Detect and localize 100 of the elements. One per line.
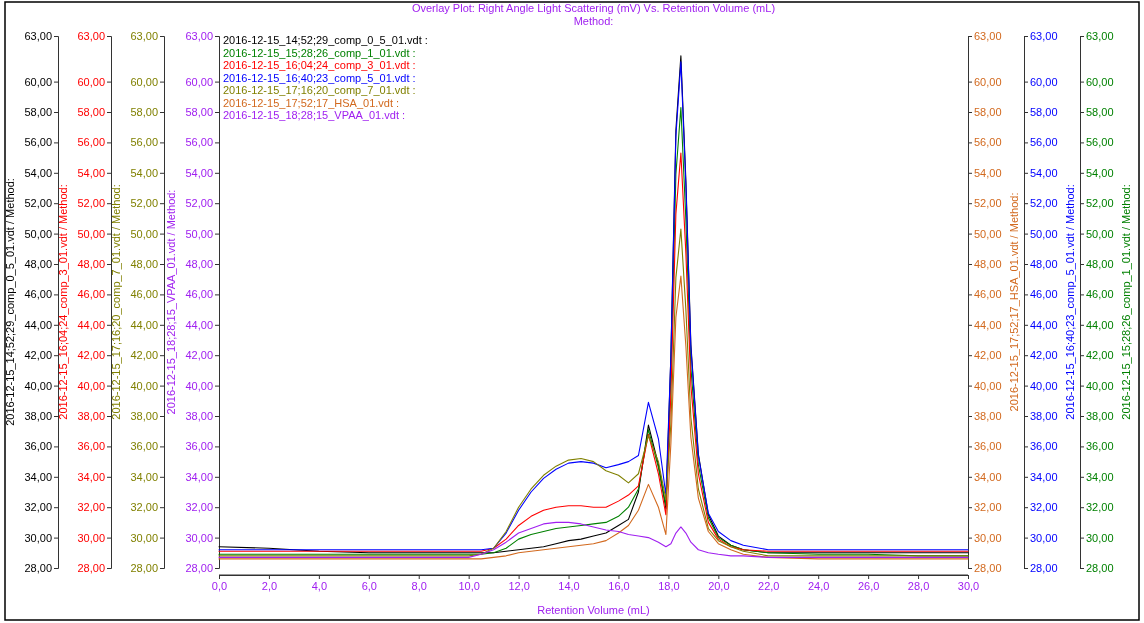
y3-tick-label: 54,00 (1030, 166, 1058, 179)
text: 34,00 (24, 470, 52, 483)
text: 38,00 (77, 410, 105, 423)
y-tick-label: 58,00 (185, 106, 213, 119)
y2-tick-label: 34,00 (974, 470, 1002, 483)
text: 28,00 (1086, 562, 1114, 575)
y3-tick-label: 42,00 (1030, 349, 1058, 362)
y3-tick-label: 34,00 (1030, 470, 1058, 483)
text: 46,00 (24, 288, 52, 301)
y-tick-label: 44,00 (185, 318, 213, 331)
x-tick-label: 0,0 (211, 579, 228, 592)
text: 2016-12-15_14;52;29_comp_0_5_01.vdt / Method: (4, 178, 16, 426)
text: 32,00 (1086, 501, 1114, 514)
text: 2016-12-15_17;52;17_HSA_01.vdt : (223, 96, 400, 109)
x-tick-label: 22,0 (758, 579, 780, 592)
text: 46,00 (1086, 288, 1114, 301)
text: 63,00 (77, 30, 105, 43)
y2-tick-label: 54,00 (974, 166, 1002, 179)
x-tick-label: 4,0 (311, 579, 328, 592)
y3-tick-label: 36,00 (1030, 440, 1058, 453)
text: 63,00 (24, 30, 52, 43)
text: 30,00 (1086, 531, 1114, 544)
y3-tick-label: 38,00 (1030, 410, 1058, 423)
y2-tick-label: 40,00 (974, 379, 1002, 392)
x-tick-label: 26,0 (857, 579, 880, 592)
text: 56,00 (77, 136, 105, 149)
text: 56,00 (24, 136, 52, 149)
text: 58,00 (24, 106, 52, 119)
text: 34,00 (1086, 470, 1114, 483)
text: 40,00 (130, 379, 158, 392)
y2-tick-label: 38,00 (974, 410, 1002, 423)
line-series (218, 275, 969, 560)
y3-tick-label: 60,00 (1030, 75, 1058, 88)
x-tick-label: 18,0 (658, 579, 680, 592)
y2-tick-label: 32,00 (974, 501, 1002, 514)
y2-tick-label: 36,00 (974, 440, 1002, 453)
y3-tick-label: 46,00 (1030, 288, 1058, 301)
text: 2016-12-15_18;28;15_VPAA_01.vdt / Method: (165, 189, 177, 415)
text: 42,00 (1086, 349, 1114, 362)
text: 38,00 (1086, 410, 1114, 423)
text: 48,00 (1086, 258, 1114, 271)
y3-tick-label: 52,00 (1030, 197, 1058, 210)
text: 2016-12-15_18;28;15_VPAA_01.vdt : (223, 109, 406, 121)
text: 2016-12-15_17;16;20_comp_7_01.vdt : (223, 84, 416, 96)
y-tick-label: 56,00 (185, 136, 213, 149)
text: 2016-12-15_16;40;23_comp_5_01.vdt / Method: (1064, 184, 1076, 420)
text: 50,00 (130, 227, 158, 240)
text: 36,00 (130, 440, 158, 453)
text: 38,00 (24, 410, 52, 423)
text: 60,00 (130, 75, 158, 88)
y3-tick-label: 40,00 (1030, 379, 1058, 392)
y2-tick-label: 44,00 (974, 318, 1002, 331)
x-tick-label: 8,0 (411, 579, 427, 592)
text: 32,00 (24, 501, 52, 514)
y2-tick-label: 60,00 (974, 75, 1002, 88)
text: 54,00 (130, 166, 158, 179)
text: 56,00 (1086, 136, 1114, 149)
y3-axis-title: 2016-12-15_17;16;20_comp_7_01.vdt / Method: (110, 184, 122, 420)
y-tick-label: 36,00 (185, 440, 213, 453)
y-tick-label: 40,00 (185, 379, 213, 392)
text: 38,00 (130, 410, 158, 423)
x-tick-label: 6,0 (361, 579, 377, 592)
y-tick-label: 60,00 (185, 75, 213, 88)
y2-tick-label: 52,00 (974, 197, 1002, 210)
x-tick-label: 16,0 (608, 579, 630, 592)
y2-tick-label: 28,00 (974, 562, 1002, 575)
chart-subtitle: Method: (573, 15, 614, 27)
text: 32,00 (130, 501, 158, 514)
x-tick-label: 2,0 (261, 579, 278, 592)
y2-tick-label: 58,00 (974, 106, 1002, 119)
y-tick-label: 48,00 (185, 258, 213, 271)
text: 32,00 (77, 501, 105, 514)
y2-tick-label: 50,00 (974, 227, 1002, 240)
x-tick-label: 28,0 (907, 579, 930, 592)
text: 40,00 (24, 379, 52, 392)
text: 42,00 (24, 349, 52, 362)
text: 50,00 (24, 227, 52, 240)
text: 2016-12-15_17;52;17_HSA_01.vdt / Method: (1008, 192, 1020, 412)
text: 42,00 (130, 349, 158, 362)
y-tick-label: 34,00 (185, 470, 213, 483)
text: 2016-12-15_16;40;23_comp_5_01.vdt : (223, 71, 416, 84)
y-tick-label: 50,00 (185, 227, 213, 240)
text: 63,00 (1086, 30, 1114, 43)
y-tick-label: 28,00 (185, 562, 213, 575)
text: 48,00 (77, 258, 105, 271)
y-tick-label: 54,00 (185, 166, 213, 179)
text: 60,00 (24, 75, 52, 88)
text: 2016-12-15_15;28;26_comp_1_01.vdt : (223, 46, 416, 59)
y-tick-label: 52,00 (185, 197, 213, 210)
y3-tick-label: 58,00 (1030, 106, 1058, 119)
chart-title: Overlay Plot: Right Angle Light Scattering (mV) Vs. Retention Volume (mL) (411, 2, 776, 14)
text: 28,00 (24, 562, 52, 575)
text: 44,00 (77, 318, 105, 331)
y2-tick-label: 42,00 (974, 349, 1002, 362)
y-tick-label: 38,00 (185, 410, 213, 423)
text: 58,00 (77, 106, 105, 119)
text: 52,00 (1086, 197, 1114, 210)
text: 58,00 (1086, 106, 1114, 119)
x-axis-title: Retention Volume (mL) (537, 604, 650, 616)
text: 50,00 (1086, 227, 1114, 240)
